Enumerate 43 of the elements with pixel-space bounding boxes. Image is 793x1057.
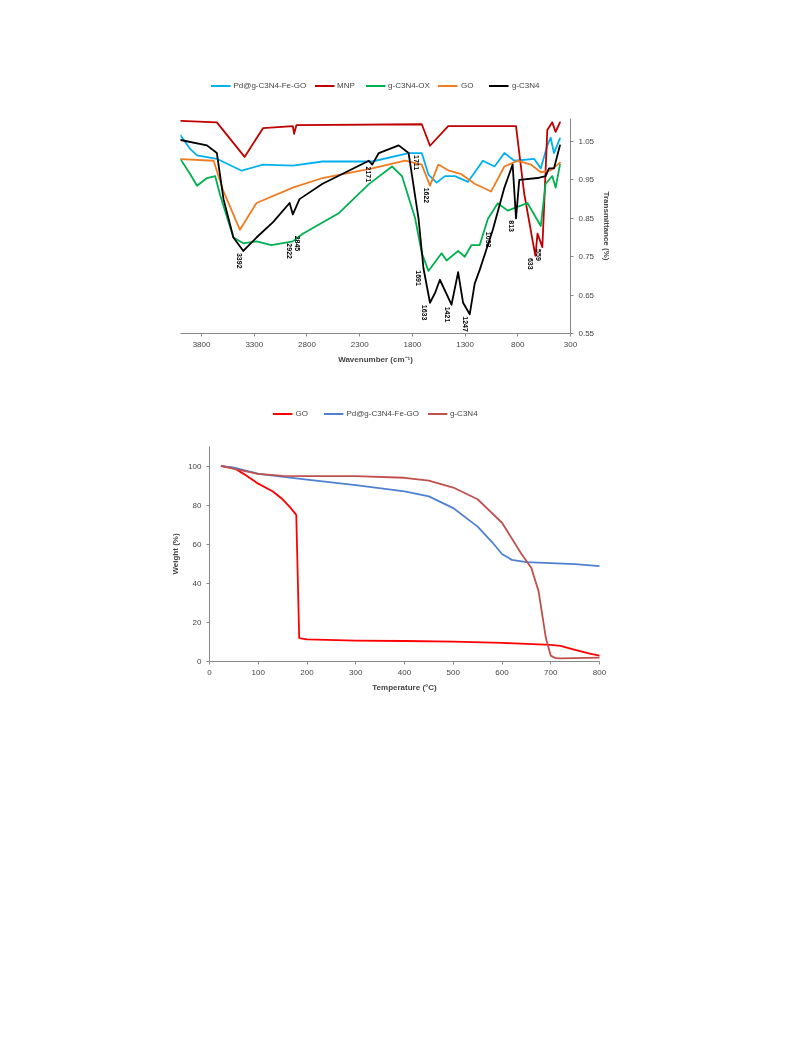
- y-tick-label: 100: [188, 461, 203, 471]
- y-tick-label: 0.75: [578, 252, 595, 262]
- x-axis-title: Wavenumber (cm⁻¹): [338, 354, 414, 364]
- y-tick-label: 0.95: [578, 175, 595, 185]
- line-series: [220, 465, 600, 568]
- y-tick-label: 0.85: [578, 213, 595, 223]
- y-tick-label: 40: [192, 578, 203, 588]
- y-tick-label: 80: [192, 500, 203, 510]
- x-tick-label: 400: [397, 667, 412, 677]
- legend-label: GO: [460, 80, 475, 90]
- x-tick-label: 1800: [403, 339, 422, 349]
- x-tick-label: 300: [349, 667, 363, 677]
- legend-label: Pd@g-C3N4-Fe-GO: [233, 80, 307, 90]
- legend-label: MNP: [337, 80, 356, 90]
- x-tick-label: 100: [251, 667, 266, 677]
- y-tick-label: 60: [192, 539, 203, 549]
- legend-label: GO: [295, 408, 309, 418]
- x-tick-label: 0: [207, 667, 213, 677]
- x-tick-label: 2300: [350, 339, 370, 349]
- x-tick-label: 700: [544, 667, 558, 677]
- legend-label: g-C3N4: [450, 408, 478, 418]
- y-axis-title: Weight (%): [171, 533, 181, 575]
- legend-label: Pd@g-C3N4-Fe-GO: [346, 408, 420, 418]
- x-axis-title: Temperature (°C): [372, 682, 438, 692]
- y-tick-label: 20: [192, 617, 203, 627]
- x-tick-label: 300: [563, 339, 578, 349]
- x-tick-label: 200: [300, 667, 315, 677]
- y-tick-label: 1.05: [578, 137, 595, 147]
- x-tick-label: 500: [446, 667, 461, 677]
- y-tick-label: 0: [197, 657, 203, 666]
- x-tick-label: 600: [495, 667, 510, 677]
- y-tick-label: 0.65: [578, 290, 595, 300]
- x-tick-label: 3300: [245, 339, 264, 349]
- x-tick-label: 800: [592, 667, 607, 677]
- x-tick-label: 800: [511, 339, 526, 349]
- y-tick-label: 0.55: [578, 329, 595, 338]
- x-tick-label: 1300: [456, 339, 475, 349]
- legend-label: g-C3N4-OX: [388, 80, 430, 90]
- legend-label: g-C3N4: [511, 80, 540, 90]
- x-tick-label: 3800: [192, 339, 212, 349]
- y-axis-title: Transmittance (%): [602, 191, 612, 261]
- line-series: [180, 134, 561, 184]
- x-tick-label: 2800: [298, 339, 317, 349]
